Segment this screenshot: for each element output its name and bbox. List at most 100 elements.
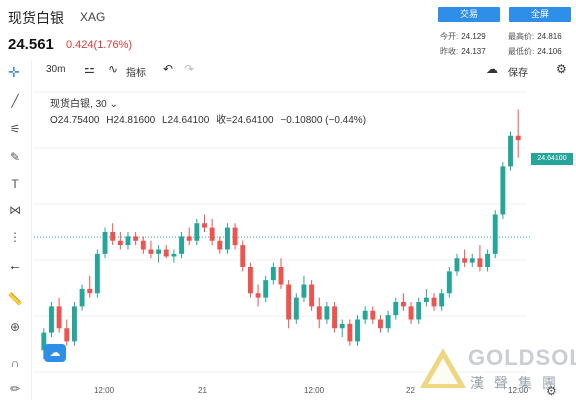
- crosshair-icon[interactable]: ✛: [8, 64, 20, 80]
- legend-chevron-icon[interactable]: ⌄: [109, 99, 118, 110]
- price-chart[interactable]: [34, 84, 576, 380]
- candle-type-icon[interactable]: ⚍: [84, 62, 95, 76]
- candle-body: [117, 240, 123, 246]
- candle-body: [347, 323, 353, 342]
- candle-body: [324, 306, 330, 320]
- interval-selector[interactable]: 30m: [46, 64, 66, 75]
- pattern-icon[interactable]: ⋈: [9, 203, 21, 217]
- candle-body: [439, 293, 445, 307]
- candle-body: [508, 135, 513, 167]
- legend-close: 收=24.64100: [216, 115, 274, 126]
- candle-body: [339, 323, 345, 329]
- candle-body: [102, 232, 108, 254]
- brush-icon[interactable]: ✎: [9, 150, 21, 164]
- candle-body: [186, 236, 192, 241]
- last-price: 24.561: [8, 36, 54, 53]
- candle-body: [355, 319, 360, 342]
- cloud-chart-icon[interactable]: ☁: [44, 344, 66, 362]
- fib-icon[interactable]: ⚟: [9, 122, 21, 136]
- candle-body: [194, 223, 200, 241]
- candle-body: [79, 288, 85, 307]
- redo-icon[interactable]: ↷: [184, 62, 195, 76]
- open-label: 今开:: [440, 32, 459, 41]
- stat-open: 今开: 24.129: [440, 31, 486, 42]
- settings-gear-icon[interactable]: ⚙: [546, 384, 557, 398]
- chart-legend-ohlc: O24.75400 H24.81600 L24.64100 收=24.64100…: [50, 111, 370, 126]
- magnet-icon[interactable]: ∩: [10, 356, 20, 370]
- candle-body: [140, 240, 146, 250]
- price-change: 0.424(1.76%): [66, 39, 133, 51]
- back-arrow-icon[interactable]: ←: [8, 257, 22, 273]
- drawing-sidebar: ╱ ⚟ ✎ T ⋈ ⋮ ← 📏 ⊕ ∩ ✏: [0, 60, 32, 400]
- zoom-icon[interactable]: ⊕: [9, 320, 21, 334]
- candle-body: [94, 253, 100, 294]
- candle-body: [416, 302, 422, 320]
- indicator-icon[interactable]: ∿: [108, 62, 119, 76]
- candle-body: [270, 267, 276, 281]
- candle-body: [263, 280, 269, 298]
- candle-body: [202, 223, 207, 228]
- candle-body: [240, 245, 246, 267]
- candle-body: [125, 236, 131, 246]
- candle-body: [217, 240, 223, 250]
- candle-body: [385, 315, 391, 329]
- candle-body: [423, 297, 429, 302]
- candle-body: [56, 306, 62, 329]
- candle-body: [362, 310, 368, 320]
- candle-body: [232, 227, 238, 246]
- candle-body: [393, 302, 399, 316]
- candle-body: [110, 232, 116, 241]
- symbol-code: XAG: [80, 10, 106, 24]
- text-icon[interactable]: T: [11, 177, 19, 191]
- chart-toolbar: ✛ 30m ⚍ ∿ 指标 ↶ ↷ ☁ 保存 ⚙: [0, 60, 576, 82]
- candle-body: [454, 258, 460, 272]
- undo-icon[interactable]: ↶: [163, 62, 174, 76]
- legend-change: −0.10800 (−0.44%): [280, 115, 367, 126]
- candle-body: [247, 267, 253, 294]
- candle-body: [71, 306, 77, 342]
- measure-icon[interactable]: ⋮: [9, 230, 21, 244]
- candle-body: [41, 332, 47, 351]
- candle-body: [492, 214, 498, 254]
- watermark-logo-icon: [420, 348, 466, 388]
- candle-body: [477, 258, 483, 267]
- prev-value: 24.137: [461, 47, 486, 56]
- stat-prev: 昨收: 24.137: [440, 46, 486, 57]
- candle-body: [64, 328, 70, 342]
- candle-body: [332, 306, 338, 329]
- candle-body: [49, 306, 54, 333]
- watermark-cn: 漢聲集團: [470, 375, 566, 391]
- legend-low: L24.64100: [162, 115, 210, 126]
- save-button[interactable]: 保存: [508, 68, 528, 79]
- candle-body: [370, 310, 376, 320]
- candle-body: [278, 267, 284, 285]
- settings-icon[interactable]: ⚙: [556, 62, 567, 76]
- prev-label: 昨收:: [440, 47, 459, 56]
- candle-body: [400, 302, 406, 307]
- candle-body: [316, 306, 322, 320]
- trend-line-icon[interactable]: ╱: [11, 94, 19, 108]
- candle-body: [431, 297, 437, 307]
- high-value: 24.816: [537, 32, 562, 41]
- pencil-lock-icon[interactable]: ✏: [9, 382, 21, 396]
- ruler-icon[interactable]: 📏: [7, 292, 23, 306]
- legend-symbol: 现货白银: [50, 99, 90, 110]
- candle-body: [469, 258, 475, 263]
- stat-low: 最低价: 24.106: [508, 46, 562, 57]
- candle-body: [301, 284, 307, 298]
- low-value: 24.106: [537, 47, 562, 56]
- candle-body: [293, 297, 299, 320]
- candle-body: [485, 253, 491, 267]
- trade-button[interactable]: 交易: [438, 7, 500, 22]
- legend-period: 30: [95, 99, 107, 110]
- x-tick-4: 22: [406, 386, 415, 395]
- cloud-icon[interactable]: ☁: [486, 62, 498, 76]
- candle-body: [133, 236, 139, 241]
- fullscreen-button[interactable]: 全屏: [509, 7, 571, 22]
- candle-body: [515, 135, 521, 141]
- high-label: 最高价:: [508, 32, 535, 41]
- candle-body: [224, 227, 230, 250]
- symbol-title: 现货白银: [8, 10, 64, 26]
- indicator-button[interactable]: 指标: [126, 68, 146, 79]
- candle-body: [179, 236, 184, 254]
